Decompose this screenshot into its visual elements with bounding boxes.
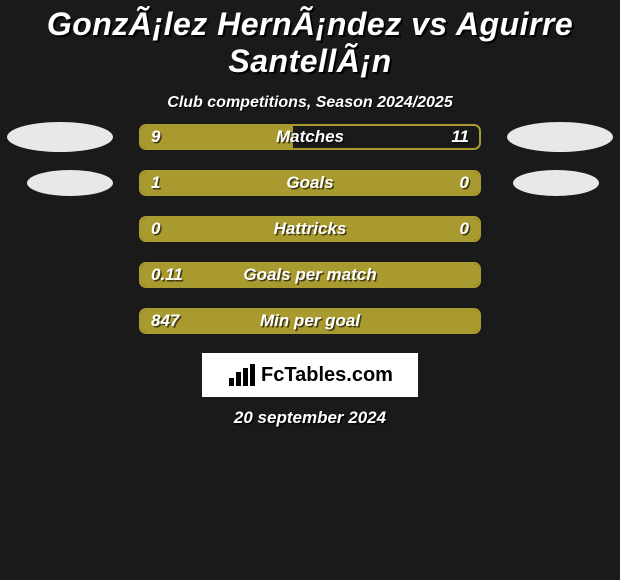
stat-value-right: 0 — [460, 218, 469, 240]
stat-label: Min per goal — [141, 310, 479, 332]
subtitle: Club competitions, Season 2024/2025 — [0, 94, 620, 112]
stat-bar: Goals per match0.11 — [139, 262, 481, 288]
stat-row: Hattricks0 0 — [0, 216, 620, 242]
player-right-avatar — [507, 122, 613, 152]
stat-value-left: 847 — [151, 310, 179, 332]
stat-label: Goals per match — [141, 264, 479, 286]
page-title: GonzÃ¡lez HernÃ¡ndez vs Aguirre SantellÃ… — [0, 0, 620, 80]
stat-bar: Hattricks0 0 — [139, 216, 481, 242]
stat-value-left: 9 — [151, 126, 160, 148]
player-right-avatar — [513, 170, 599, 196]
bar-chart-icon — [227, 362, 257, 388]
stat-value-left: 0 — [151, 218, 160, 240]
stat-value-left: 0.11 — [151, 264, 183, 286]
player-left-avatar — [27, 170, 113, 196]
stat-bar: Goals1 0 — [139, 170, 481, 196]
stat-bar: Min per goal847 — [139, 308, 481, 334]
logo-text: FcTables.com — [261, 364, 393, 387]
stat-label: Matches — [141, 126, 479, 148]
stat-bar: Matches9 11 — [139, 124, 481, 150]
stat-label: Hattricks — [141, 218, 479, 240]
stat-value-right: 0 — [460, 172, 469, 194]
stat-row: Min per goal847 — [0, 308, 620, 334]
stat-row: Goals per match0.11 — [0, 262, 620, 288]
stat-value-left: 1 — [151, 172, 160, 194]
footer-date: 20 september 2024 — [0, 408, 620, 428]
fctables-logo[interactable]: FcTables.com — [202, 353, 418, 397]
stat-value-right: 11 — [451, 126, 469, 148]
stat-label: Goals — [141, 172, 479, 194]
stat-row: Matches9 11 — [0, 124, 620, 150]
stat-row: Goals1 0 — [0, 170, 620, 196]
player-left-avatar — [7, 122, 113, 152]
